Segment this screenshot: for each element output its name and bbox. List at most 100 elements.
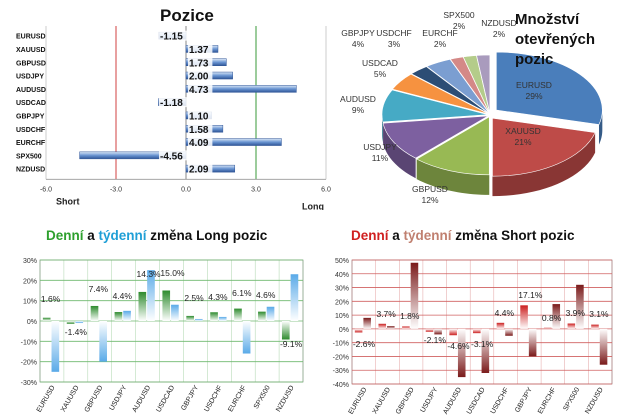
- pie-title-line-2: otevřených: [515, 31, 596, 48]
- daily-bar: [496, 322, 505, 329]
- daily-bar: [138, 291, 147, 321]
- y-tick-label: 30%: [23, 258, 37, 265]
- daily-bar: [473, 328, 481, 334]
- value-label: 1.73: [189, 58, 209, 69]
- daily-bar: [90, 305, 99, 321]
- pie-slice: [496, 51, 603, 125]
- short-title-part-4: změna Short pozic: [451, 228, 575, 243]
- y-tick-label: -20%: [333, 354, 349, 361]
- weekly-bar: [505, 328, 513, 336]
- x-tick-label: -3.0: [110, 186, 122, 193]
- pie-label-percent: 12%: [421, 195, 438, 205]
- value-label: -1.15: [160, 32, 183, 43]
- pie-label-name: EURUSD: [516, 80, 552, 90]
- short-title: Denní a týdenní změna Short pozic: [351, 228, 575, 243]
- daily-bar: [114, 312, 123, 321]
- category-label: XAUUSD: [16, 47, 46, 54]
- category-label: SPX500: [253, 384, 272, 410]
- value-label-bg: [188, 83, 213, 94]
- long-title-part-1: Denní: [46, 228, 84, 243]
- y-tick-label: 10%: [335, 313, 349, 320]
- short-svg: -40% -30% -20% -10% 0% 10% 20% 30% 40% 50% EURUSD -…: [333, 258, 613, 416]
- daily-bar: [591, 324, 599, 329]
- open-positions-pie: EURUSD 29% XAUUSD 21% GBPUSD 12% USDJPY 11% AUDU…: [340, 0, 618, 215]
- category-label: XAUUSD: [60, 385, 81, 414]
- value-label: 4.73: [189, 85, 209, 96]
- category-label: EURCHF: [537, 387, 558, 416]
- value-label: -3.1%: [471, 339, 494, 349]
- pie-slice: [476, 54, 491, 114]
- value-label: 1.58: [189, 125, 209, 136]
- long-axis-label: Long: [302, 201, 324, 210]
- pie-slice-side: [416, 159, 490, 195]
- category-label: NZDUSD: [16, 167, 45, 174]
- value-label-bg: [159, 150, 189, 161]
- value-label: 4.09: [189, 138, 209, 149]
- daily-bar: [520, 305, 528, 329]
- weekly-bar: [528, 328, 537, 357]
- x-tick-label: -6.0: [40, 186, 52, 193]
- daily-bar: [258, 311, 266, 321]
- pie-label-percent: 3%: [388, 39, 401, 49]
- daily-bar: [402, 326, 410, 329]
- value-label: 1.10: [189, 111, 209, 122]
- value-label: -2.1%: [424, 335, 447, 345]
- pie-label-percent: 2%: [493, 29, 506, 39]
- position-bar: [185, 138, 282, 146]
- short-title-part-3: týdenní: [403, 228, 452, 243]
- daily-bar: [449, 328, 457, 336]
- weekly-bar: [387, 326, 395, 329]
- y-tick-label: 0%: [27, 319, 37, 326]
- weekly-bar: [147, 270, 155, 321]
- pie-slice: [382, 115, 489, 159]
- pie-label-percent: 11%: [372, 153, 389, 163]
- category-label: EURUSD: [348, 387, 369, 416]
- short-title-part-2: a: [388, 228, 404, 243]
- value-label-bg: [188, 57, 213, 68]
- long-title-part-3: týdenní: [98, 228, 147, 243]
- value-label-bg: [159, 30, 189, 41]
- pie-slice: [410, 66, 489, 114]
- category-label: USDCHF: [203, 385, 224, 414]
- weekly-bar: [410, 262, 419, 329]
- weekly-bar: [171, 304, 179, 321]
- value-label-bg: [188, 137, 213, 148]
- long-change-chart: Denní a týdenní změna Long pozic -30% -20…: [0, 222, 309, 419]
- pie-label-name: USDCAD: [362, 58, 398, 68]
- category-label: AUDUSD: [131, 385, 152, 414]
- short-change-chart: Denní a týdenní změna Short pozic -40% -3…: [309, 222, 618, 419]
- pie-label-name: NZDUSD: [481, 18, 516, 28]
- pie-label-percent: 9%: [352, 105, 365, 115]
- long-svg: -30% -20% -10% 0% 10% 20% 30% EURUSD 1.6% XAUUSD -…: [21, 258, 304, 414]
- category-label: USDJPY: [109, 384, 129, 412]
- long-title-part-2: a: [83, 228, 99, 243]
- category-label: USDCHF: [16, 127, 46, 134]
- category-label: SPX500: [16, 153, 42, 160]
- category-label: NZDUSD: [584, 387, 605, 416]
- value-label: -4.6%: [447, 341, 470, 351]
- value-label: 2.5%: [184, 293, 204, 303]
- y-tick-label: 20%: [335, 299, 349, 306]
- pie-label-percent: 2%: [453, 21, 466, 31]
- weekly-bar: [599, 328, 608, 365]
- x-tick-label: 6.0: [321, 186, 331, 193]
- pie-label-name: GBPJPY: [341, 28, 375, 38]
- y-tick-label: 10%: [23, 299, 37, 306]
- value-label-bg: [188, 123, 213, 134]
- value-label: 3.7%: [376, 309, 396, 319]
- pie-label-name: XAUUSD: [505, 126, 540, 136]
- value-label: 17.1%: [518, 290, 543, 300]
- value-label: 4.4%: [495, 308, 515, 318]
- weekly-bar: [51, 321, 60, 372]
- y-tick-label: -30%: [333, 368, 349, 375]
- y-tick-label: 20%: [23, 278, 37, 285]
- weekly-bar: [242, 321, 251, 354]
- daily-bar: [378, 323, 387, 329]
- daily-bar: [567, 323, 576, 329]
- pie-label-percent: 29%: [525, 91, 542, 101]
- category-label: AUDUSD: [442, 387, 463, 416]
- pie-label-name: SPX500: [443, 10, 474, 20]
- category-label: USDJPY: [420, 386, 440, 414]
- value-label-bg: [159, 97, 189, 108]
